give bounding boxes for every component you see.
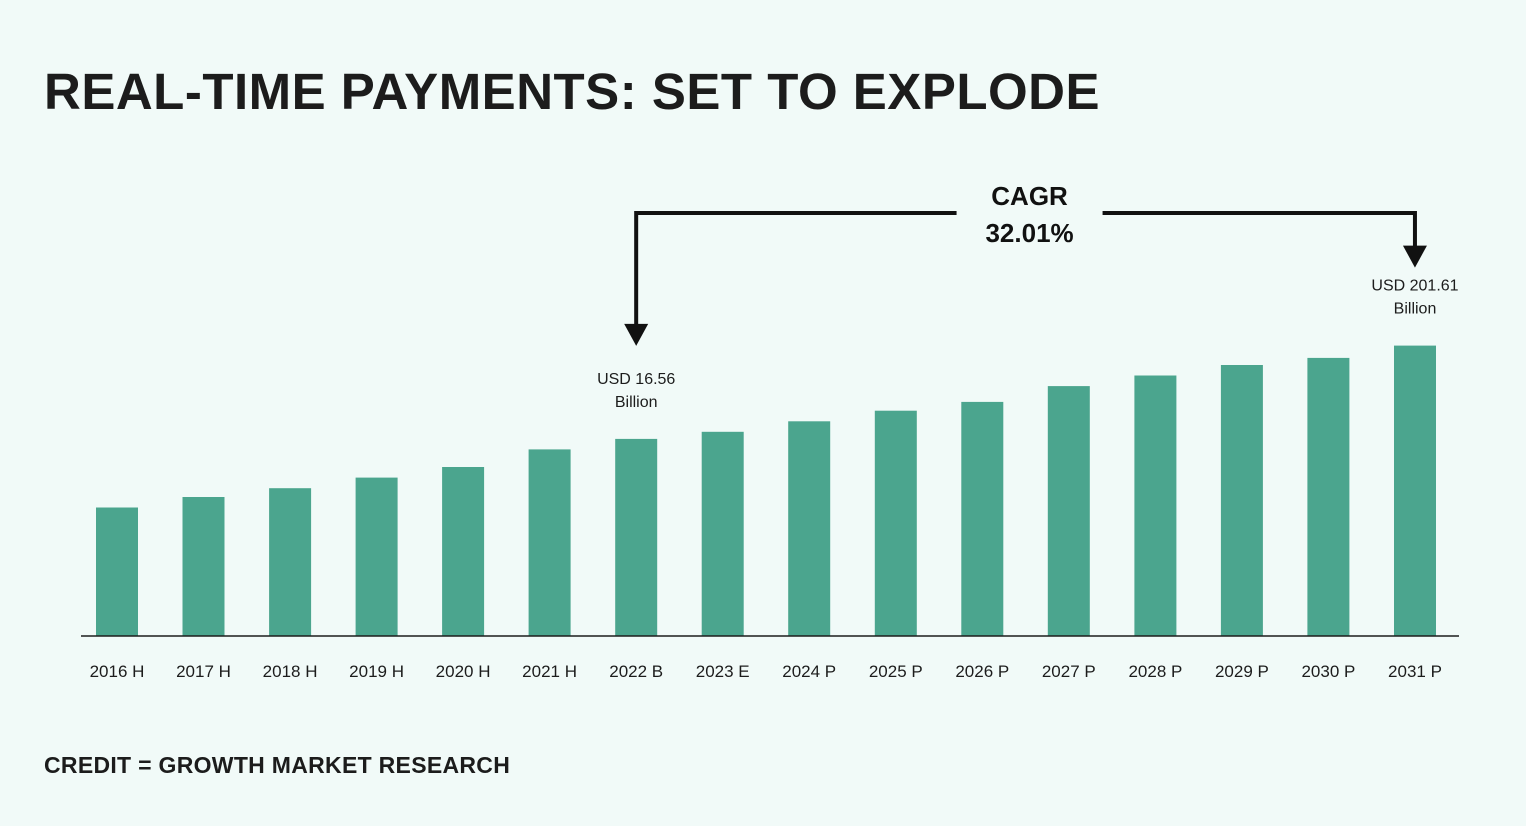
bar-2027-p — [1047, 386, 1090, 636]
x-tick-label: 2019 H — [349, 662, 404, 681]
arrow-down-icon — [1402, 245, 1427, 268]
bar-2028-p — [1134, 375, 1177, 636]
x-tick-label: 2023 E — [696, 662, 750, 681]
data-label-value: USD 16.56 — [597, 371, 675, 388]
x-tick-label: 2031 P — [1388, 662, 1442, 681]
bar-group — [96, 345, 1436, 636]
cagr-bracket-right — [1102, 211, 1417, 250]
bar-2020-h — [442, 467, 485, 636]
bar-2023-e — [701, 431, 744, 636]
bar-2029-p — [1220, 365, 1263, 636]
bar-2026-p — [961, 401, 1004, 636]
cagr-label: CAGR — [991, 181, 1068, 211]
x-tick-labels: 2016 H 2017 H 2018 H 2019 H 2020 H 2021 H 2022… — [90, 662, 1442, 681]
x-tick-label: 2022 B — [609, 662, 663, 681]
bar-2016-h — [96, 507, 138, 636]
data-label-unit: Billion — [1394, 301, 1437, 318]
x-tick-label: 2026 P — [955, 662, 1009, 681]
cagr-value: 32.01% — [985, 218, 1073, 248]
x-tick-label: 2025 P — [869, 662, 923, 681]
data-label-value: USD 201.61 — [1371, 278, 1458, 295]
arrow-down-icon — [624, 323, 649, 346]
cagr-bracket-left — [634, 211, 957, 328]
bar-2024-p — [788, 421, 831, 636]
x-tick-label: 2024 P — [782, 662, 836, 681]
bar-2030-p — [1307, 357, 1350, 636]
bar-2021-h — [528, 449, 571, 636]
x-tick-label: 2021 H — [522, 662, 577, 681]
bar-2022-b — [615, 438, 658, 636]
credit-text: CREDIT = GROWTH MARKET RESEARCH — [44, 752, 511, 778]
page-title: REAL-TIME PAYMENTS: SET TO EXPLODE — [44, 63, 1101, 120]
cagr-annotation: CAGR 32.01% — [624, 181, 1427, 346]
bar-2025-p — [874, 410, 917, 636]
x-tick-label: 2016 H — [90, 662, 145, 681]
bar-2031-p — [1394, 345, 1436, 636]
x-tick-label: 2028 P — [1128, 662, 1182, 681]
x-tick-label: 2020 H — [436, 662, 491, 681]
x-tick-label: 2029 P — [1215, 662, 1269, 681]
data-label-unit: Billion — [615, 394, 658, 411]
bar-2018-h — [269, 488, 312, 636]
x-tick-label: 2027 P — [1042, 662, 1096, 681]
x-tick-label: 2030 P — [1301, 662, 1355, 681]
data-labels: USD 16.56 Billion USD 201.61 Billion — [597, 278, 1459, 411]
x-tick-label: 2017 H — [176, 662, 231, 681]
x-tick-label: 2018 H — [263, 662, 318, 681]
bar-2019-h — [355, 477, 398, 636]
bar-2017-h — [182, 497, 225, 636]
